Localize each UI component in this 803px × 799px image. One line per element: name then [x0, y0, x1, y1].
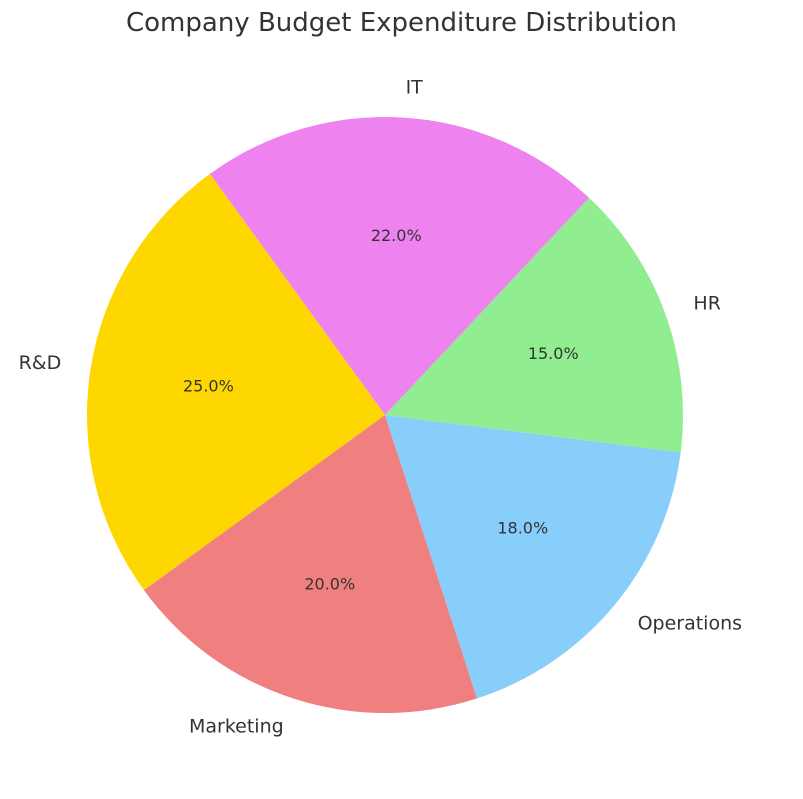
slice-percent-label-operations: 18.0% — [497, 518, 548, 537]
slice-percent-label-hr: 15.0% — [528, 344, 579, 363]
pie-slice-marketing — [143, 415, 478, 713]
slice-label-hr: HR — [693, 292, 721, 314]
pie-slice-r-d — [86, 173, 385, 591]
slice-percent-label-marketing: 20.0% — [304, 575, 355, 594]
chart-title: Company Budget Expenditure Distribution — [126, 8, 677, 38]
slice-label-operations: Operations — [638, 612, 742, 634]
pie-slice-hr — [385, 197, 684, 453]
slice-label-marketing: Marketing — [189, 715, 284, 737]
slice-label-r-d: R&D — [19, 352, 62, 374]
slice-label-it: IT — [406, 76, 424, 98]
slice-percent-label-r-d: 25.0% — [183, 377, 234, 396]
slice-percent-label-it: 22.0% — [371, 226, 422, 245]
pie-slice-it — [209, 116, 589, 415]
pie-slice-operations — [385, 415, 681, 699]
